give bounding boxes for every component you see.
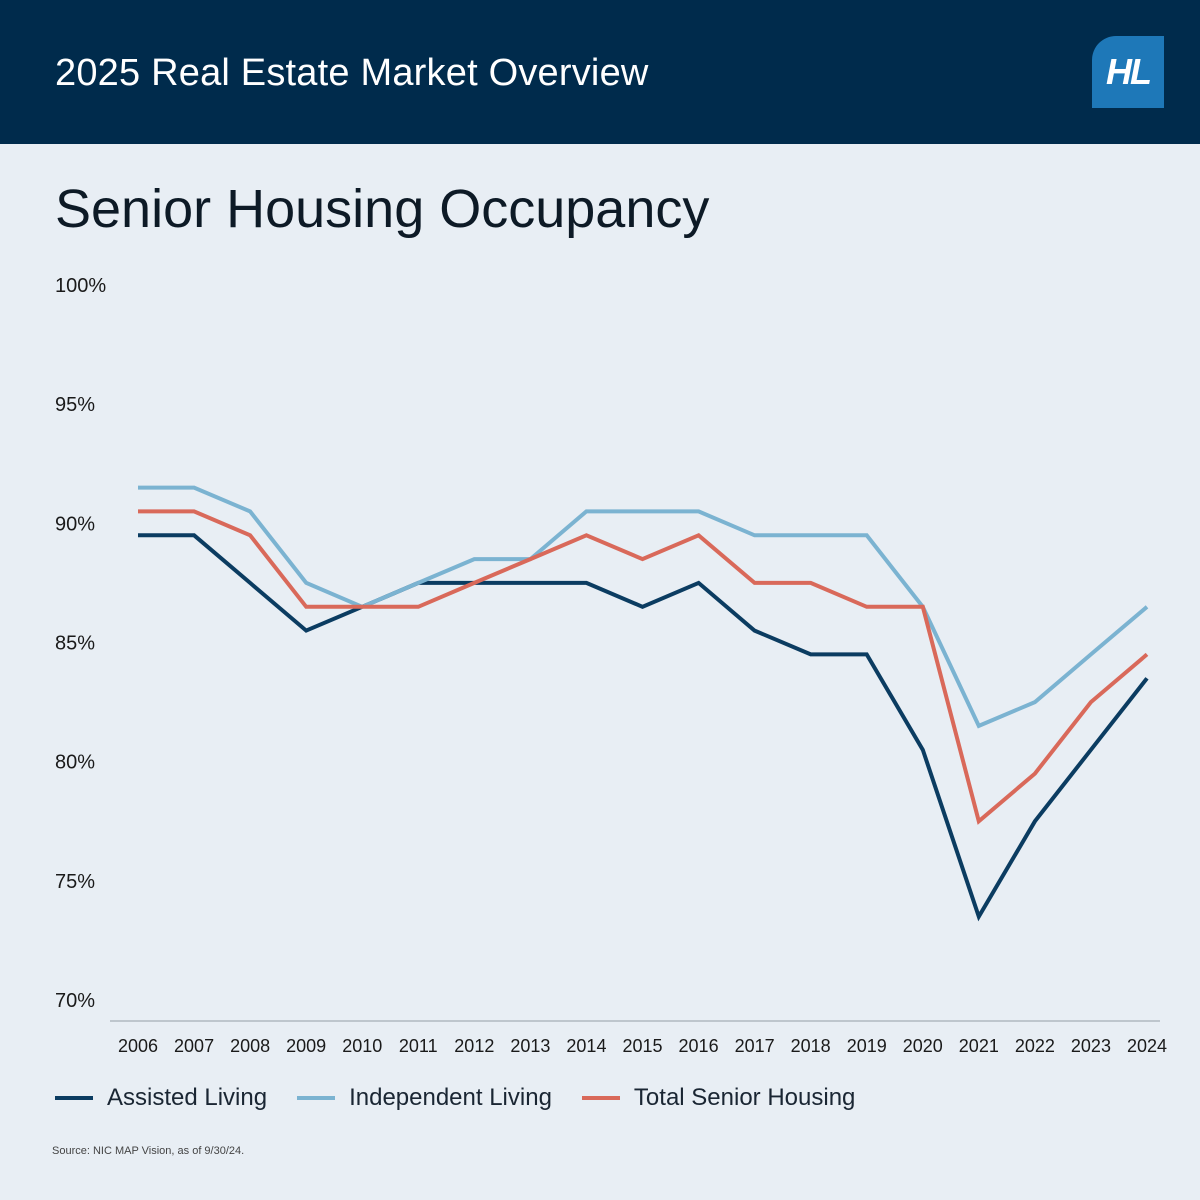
x-tick-label: 2013 (510, 1036, 550, 1056)
x-tick-label: 2006 (118, 1036, 158, 1056)
x-tick-label: 2011 (399, 1036, 438, 1056)
x-tick-label: 2021 (959, 1036, 999, 1056)
legend-label: Assisted Living (107, 1084, 268, 1111)
legend-label: Total Senior Housing (633, 1084, 856, 1111)
y-tick-label: 75% (55, 871, 95, 893)
x-tick-label: 2018 (791, 1036, 831, 1056)
x-tick-label: 2024 (1127, 1036, 1167, 1056)
y-tick-label: 95% (55, 394, 95, 416)
legend-item: Independent Living (297, 1084, 552, 1112)
chart-legend: Assisted Living Independent Living Total S… (55, 1082, 885, 1114)
legend-swatch (581, 1096, 620, 1100)
source-note: Source: NIC MAP Vision, as of 9/30/24. (52, 1145, 245, 1157)
logo-badge: HL (1092, 36, 1164, 108)
x-tick-label: 2007 (174, 1036, 214, 1056)
y-tick-label: 90% (55, 513, 95, 535)
x-tick-label: 2022 (1015, 1036, 1055, 1056)
x-tick-label: 2012 (454, 1036, 494, 1056)
x-tick-label: 2008 (230, 1036, 270, 1056)
x-tick-label: 2009 (286, 1036, 326, 1056)
legend-label: Independent Living (349, 1084, 552, 1111)
logo-text: HL (1106, 51, 1152, 92)
x-tick-label: 2017 (735, 1036, 775, 1056)
series-line-independent-living (138, 485, 1149, 729)
legend-item: Assisted Living (55, 1084, 267, 1112)
header-title: 2025 Real Estate Market Overview (55, 52, 649, 94)
x-tick-label: 2023 (1071, 1036, 1111, 1056)
x-tick-label: 2014 (566, 1036, 606, 1056)
chart-title: Senior Housing Occupancy (55, 179, 710, 239)
y-tick-label: 70% (55, 990, 95, 1012)
x-tick-label: 2015 (622, 1036, 662, 1056)
series-line-assisted-living (138, 533, 1149, 922)
y-tick-label: 100% (55, 275, 106, 297)
legend-swatch (55, 1096, 93, 1100)
y-tick-label: 85% (55, 633, 95, 655)
x-tick-label: 2016 (679, 1036, 719, 1056)
legend-swatch (297, 1096, 336, 1100)
x-tick-label: 2019 (847, 1036, 887, 1056)
x-tick-label: 2020 (903, 1036, 943, 1056)
series-line-total-senior-housing (138, 509, 1149, 825)
y-tick-label: 80% (55, 752, 95, 774)
header-bar: 2025 Real Estate Market Overview HL (0, 0, 1200, 144)
legend-item: Total Senior Housing (581, 1084, 856, 1112)
x-tick-label: 2010 (342, 1036, 382, 1056)
